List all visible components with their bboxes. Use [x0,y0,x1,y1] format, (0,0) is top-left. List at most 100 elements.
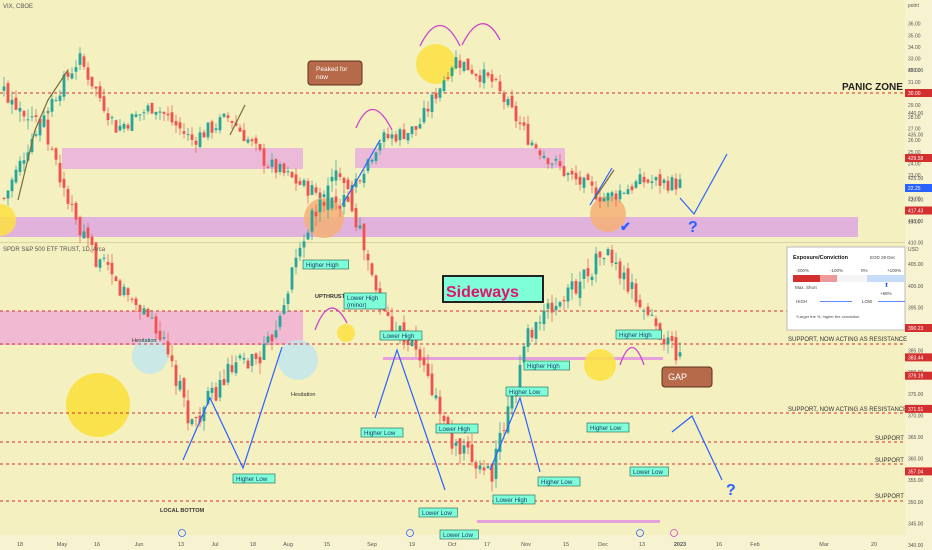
spy-candle-body [214,387,218,401]
vix-candle-body [538,150,542,156]
vix-candle-body [670,177,674,191]
swing-label-box [523,360,570,371]
earnings-marker-4 [670,529,678,537]
vix-candle-body [398,129,402,141]
vix-candle-body [426,108,430,112]
swing-label: Lower High [439,426,471,433]
spy-candle-body [198,415,202,423]
spy-candle-body [670,336,674,341]
spy-candle-body [162,337,166,339]
spy-candle-body [130,298,134,300]
vix-candle-body [162,112,166,114]
spy-candle-body [186,400,190,424]
spy-candle-body [6,83,10,103]
spy-candle-body [114,276,118,282]
spy-candle-body [494,448,498,479]
spy-candle-body [102,257,106,259]
vix-candle-body [450,67,454,77]
spy-candle-body [74,203,78,220]
vix-candle-body [658,174,662,186]
vix-candle-body [270,159,274,167]
vix-candle-body [614,193,618,200]
spy-candle-body [2,86,6,91]
vix-candle-body [10,179,14,192]
spy-candle-body [26,119,30,121]
vix-y-tick: 31.00 [908,80,921,86]
spy-candle-body [242,357,246,360]
swing-label: Higher Low [236,476,268,483]
swing-label: Higher Low [509,389,541,396]
spy-candle-body [290,267,294,290]
spy-candle-body [606,249,610,256]
spy-candle-body [62,178,66,188]
support-label-3: SUPPORT [875,436,904,442]
swing-label: Higher Low [541,479,573,486]
spy-candle-body [370,263,374,275]
vix-candle-body [434,92,438,99]
spy-candle-body [174,365,178,386]
vix-candle-body [74,67,78,72]
vix-y-tick: 36.00 [908,22,921,28]
vix-candle-body [150,102,154,114]
spy-candle-body [562,299,566,302]
vix-candle-body [678,179,682,188]
vix-candle-body [542,155,546,158]
swing-label: Lower High [383,333,415,340]
support-label-1: SUPPORT, NOW ACTING AS RESISTANCE [788,337,907,343]
vix-candle-body [546,158,550,165]
vix-candle-body [390,134,394,139]
vix-candle-body [310,185,314,195]
spy-candle-body [506,406,510,433]
vix-brown-arrow-2 [229,104,246,136]
spy-candle-body [270,334,274,342]
spy-candle-body [446,416,450,427]
spy-candle-body [182,378,186,398]
vix-candle-body [302,180,306,186]
spy-candle-body [122,286,126,296]
vix-candle-body [178,122,182,129]
spy-candle-body [194,416,198,418]
vix-candle-body [338,205,342,209]
vix-candle-body [322,194,326,198]
hesitation-highlight [132,338,168,374]
spy-candle-body [522,346,526,363]
sideways-title-box [442,275,544,303]
local-bottom-label: LOCAL BOTTOM [160,508,205,514]
spy-candle-body [650,314,654,316]
vix-candle-body [650,181,654,184]
vix-candle-body [54,100,58,102]
x-axis-label: 13 [639,542,645,548]
spy-candle-body [674,337,678,361]
spy-candle-body [330,176,334,182]
spy-candle-body [374,275,378,291]
vix-candle-body [534,144,538,149]
exposure-bar-max-short [793,275,820,282]
vix-candle-body [110,117,114,119]
spy-y-tick: 415.00 [908,219,924,225]
vix-candle-body [610,192,614,197]
exposure-side: Max. Short [795,285,818,290]
vix-candle-body [414,126,418,130]
vix-candle-body [58,95,62,101]
exposure-high: HIGH [796,299,807,304]
vix-candle-body [258,144,262,150]
spy-candle-body [110,262,114,275]
spy-price-badge-bg [905,467,932,476]
vix-candle-body [70,73,74,79]
vix-candle-body [646,179,650,183]
spy-candle-body [390,316,394,332]
vix-candle-body [246,139,250,143]
vix-candle-body [130,114,134,131]
swing-label: Higher High [306,262,339,269]
spy-swing-line-2 [374,348,446,491]
vix-peak-arcs [355,23,501,131]
spy-candle-body [278,315,282,328]
x-axis-label: 19 [409,542,415,548]
vix-candle-body [570,170,574,175]
vix-candle-body [666,180,670,191]
vix-candle-body [386,133,390,139]
vix-candle-body [562,166,566,177]
vix-candle-body [306,181,310,196]
vix-brown-arrow-1 [17,69,69,201]
